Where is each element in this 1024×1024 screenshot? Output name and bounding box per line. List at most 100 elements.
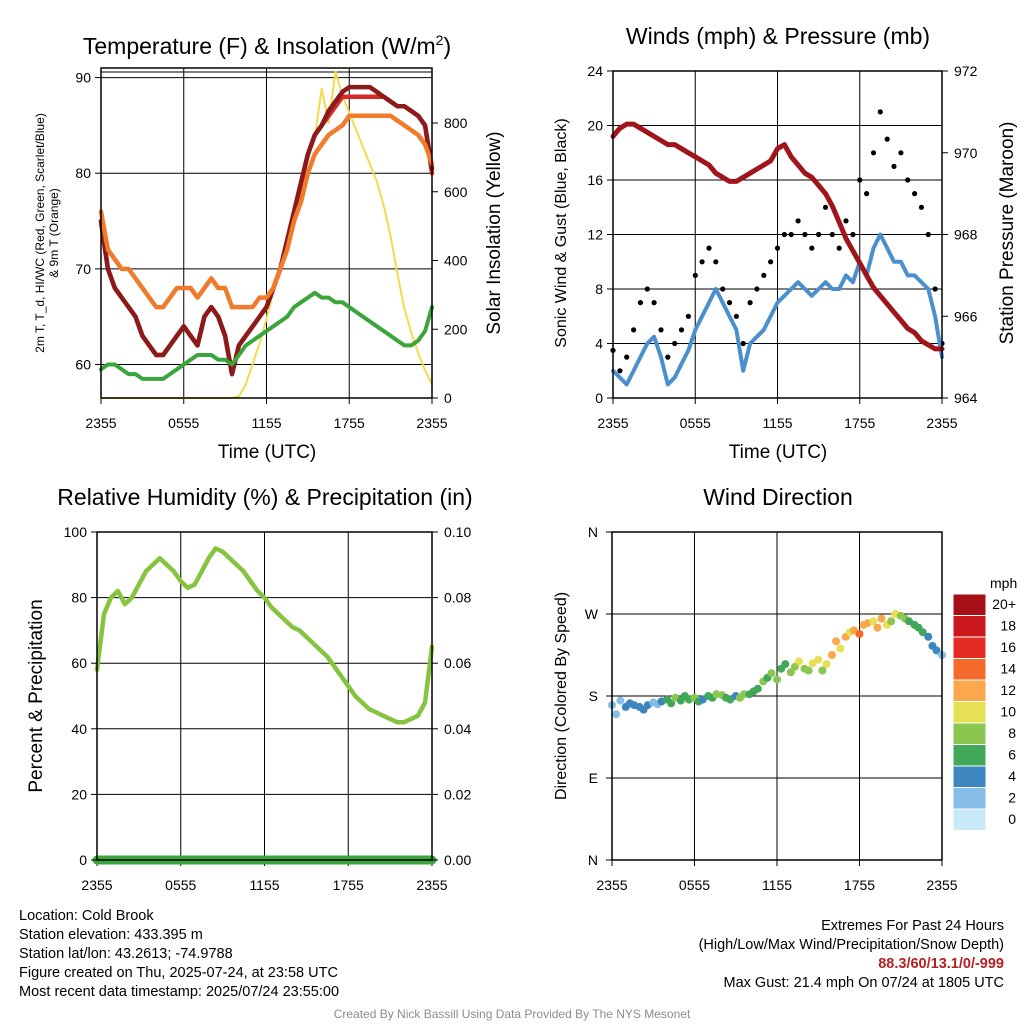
y-tick-label: 16 <box>587 172 603 188</box>
y-tick-label-right: 0 <box>444 390 452 406</box>
colorbar-swatch <box>952 679 987 702</box>
gust-point <box>624 354 630 360</box>
y-tick-label-right: 964 <box>954 390 978 406</box>
gust-point <box>932 286 938 292</box>
x-tick-label: 0555 <box>680 415 711 431</box>
extremes-subtitle: (High/Low/Max Wind/Precipitation/Snow De… <box>698 937 1004 953</box>
colorbar-swatch <box>952 787 987 810</box>
chart-title: Relative Humidity (%) & Precipitation (i… <box>57 484 472 510</box>
direction-point <box>924 632 933 641</box>
station-elevation: Station elevation: 433.395 m <box>19 927 203 943</box>
y-axis-label: Direction (Colored By Speed) <box>553 592 570 800</box>
x-tick-label: 2355 <box>597 415 628 431</box>
direction-point <box>753 684 762 693</box>
gust-point <box>918 204 925 210</box>
gust-point <box>905 177 911 183</box>
y-tick-label: 80 <box>75 165 91 181</box>
humidity-line <box>94 546 435 725</box>
y-tick-label-right: 800 <box>444 115 468 131</box>
colorbar-unit: mph <box>990 575 1017 591</box>
gust-point <box>672 340 678 347</box>
y-tick-label-right: 966 <box>954 308 978 324</box>
chart-title: Wind Direction <box>703 484 853 510</box>
colorbar-label: 18 <box>1000 618 1016 634</box>
gust-point <box>891 163 897 169</box>
gust-point <box>644 286 650 292</box>
plot-frame <box>100 67 433 399</box>
gust-point <box>877 109 883 115</box>
gust-point <box>802 231 808 238</box>
direction-point <box>781 660 790 669</box>
x-tick-label: 2355 <box>416 415 447 431</box>
direction-point <box>828 651 836 659</box>
y-tick-label: 0 <box>595 390 603 406</box>
direction-point <box>740 690 748 699</box>
gust-point <box>870 150 877 156</box>
colorbar-label: 2 <box>1008 790 1016 806</box>
colorbar: mph 20+ 18 16 14 12 10 8 6 4 2 0 <box>952 575 1017 831</box>
gust-point <box>631 327 637 333</box>
x-tick-label: 2355 <box>81 877 112 893</box>
gust-point <box>720 286 726 292</box>
extremes-info: Extremes For Past 24 Hours (High/Low/Max… <box>699 917 1004 993</box>
y-axis-label-right: Solar Insolation (Yellow) <box>484 131 505 334</box>
x-tick-label: 1755 <box>844 877 875 893</box>
panel-2: 2355 0555 1155 1755 2355 0 4 8 12 16 20 24 964 966 968… <box>553 23 1018 463</box>
y-tick-label-right: 0.08 <box>444 590 471 606</box>
y-tick-label: E <box>589 770 598 786</box>
gust-point <box>912 191 918 197</box>
x-tick-label: 1155 <box>251 415 281 431</box>
gust-point <box>898 150 904 156</box>
gust-point <box>651 300 657 306</box>
y-tick-label: 60 <box>75 357 91 373</box>
x-tick-label: 1155 <box>249 877 279 893</box>
gust-point <box>685 313 692 319</box>
direction-point <box>667 699 676 708</box>
gust-point <box>713 259 719 265</box>
gust-point <box>774 245 781 251</box>
y-tick-label: S <box>589 688 598 704</box>
direction-point <box>814 655 823 664</box>
station-latlon: Station lat/lon: 43.2613; -74.9788 <box>19 946 233 962</box>
direction-point <box>822 660 831 669</box>
direction-point <box>818 666 827 675</box>
x-axis-label: Time (UTC) <box>729 442 828 463</box>
wind-speed-line <box>611 232 944 387</box>
gust-point <box>836 245 842 251</box>
x-tick-label: 0555 <box>165 877 196 893</box>
gust-point <box>637 300 644 306</box>
gust-point <box>788 231 794 238</box>
y-tick-label: N <box>588 524 598 540</box>
y-axis-label: 2m T, T_d, HI/WC (Red, Green, Scarlet/Bl… <box>33 113 61 353</box>
chart-title: Temperature (F) & Insolation (W/m2) <box>83 32 451 59</box>
temperature-line <box>99 290 434 381</box>
colorbar-label: 20+ <box>992 596 1016 612</box>
chart-title: Winds (mph) & Pressure (mb) <box>626 23 930 49</box>
direction-point <box>918 628 927 637</box>
direction-point <box>804 666 813 675</box>
y-tick-label: 8 <box>595 281 603 297</box>
x-tick-label: 1155 <box>762 877 792 893</box>
y-tick-label-right: 200 <box>444 321 468 337</box>
direction-point <box>869 617 878 626</box>
gust-point <box>850 231 856 238</box>
x-tick-label: 2355 <box>596 877 627 893</box>
x-tick-label: 2355 <box>85 415 116 431</box>
colorbar-label: 4 <box>1008 768 1016 784</box>
x-tick-label: 2355 <box>416 877 447 893</box>
panel-1: 2355 0555 1155 1755 2355 60 70 80 90 0 200 400 600 80… <box>33 32 505 463</box>
gust-point <box>665 354 671 360</box>
temperature-line <box>98 113 435 310</box>
x-tick-label: 1755 <box>333 877 364 893</box>
direction-point <box>873 623 882 632</box>
colorbar-label: 10 <box>1000 704 1016 720</box>
credit-line: Created By Nick Bassill Using Data Provi… <box>333 1007 691 1021</box>
pressure-line <box>610 121 945 352</box>
colorbar-swatch <box>952 744 987 767</box>
gust-point <box>925 231 931 238</box>
temperature-line <box>98 84 435 377</box>
gust-point <box>699 259 705 265</box>
direction-point <box>773 675 781 684</box>
panel-3: 2355 0555 1155 1755 2355 0 20 40 60 80 100 0.00 0.02… <box>26 484 473 893</box>
colorbar-swatch <box>952 701 987 724</box>
